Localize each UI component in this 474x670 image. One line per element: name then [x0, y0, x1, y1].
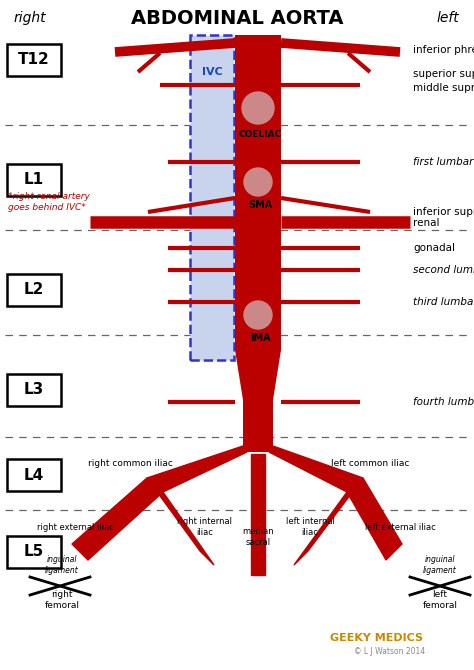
Text: left: left: [437, 11, 459, 25]
Text: left common iliac: left common iliac: [331, 458, 409, 468]
Text: ABDOMINAL AORTA: ABDOMINAL AORTA: [131, 9, 343, 27]
Polygon shape: [251, 454, 265, 575]
Text: L2: L2: [24, 283, 44, 297]
Polygon shape: [235, 35, 281, 350]
Text: inferior suprarenal: inferior suprarenal: [413, 207, 474, 217]
Polygon shape: [147, 478, 214, 565]
Circle shape: [244, 301, 272, 329]
Text: fourth lumbar: fourth lumbar: [413, 397, 474, 407]
Text: L1: L1: [24, 172, 44, 188]
Text: first lumbar: first lumbar: [413, 157, 474, 167]
Text: superior suprarenal: superior suprarenal: [413, 69, 474, 79]
Text: © L J Watson 2014: © L J Watson 2014: [355, 647, 426, 657]
FancyBboxPatch shape: [7, 274, 61, 306]
Text: *right renal artery
goes behind IVC*: *right renal artery goes behind IVC*: [8, 192, 90, 212]
Text: IMA: IMA: [250, 333, 270, 343]
Polygon shape: [269, 446, 363, 492]
Text: right common iliac: right common iliac: [88, 458, 173, 468]
Polygon shape: [190, 35, 234, 360]
FancyBboxPatch shape: [7, 459, 61, 491]
Text: third lumbar: third lumbar: [413, 297, 474, 307]
Text: second lumbar: second lumbar: [413, 265, 474, 275]
Text: inguinal
ligament: inguinal ligament: [45, 555, 79, 575]
Text: right internal
iliac: right internal iliac: [177, 517, 233, 537]
FancyBboxPatch shape: [7, 536, 61, 568]
Polygon shape: [147, 446, 247, 492]
Polygon shape: [243, 400, 273, 452]
Text: left external iliac: left external iliac: [365, 523, 436, 531]
Text: renal: renal: [413, 218, 439, 228]
FancyBboxPatch shape: [7, 164, 61, 196]
Text: IVC: IVC: [201, 67, 222, 77]
Text: right: right: [14, 11, 46, 25]
Text: L4: L4: [24, 468, 44, 482]
Text: SMA: SMA: [248, 200, 272, 210]
Text: right external iliac: right external iliac: [36, 523, 113, 531]
Text: COELIAC: COELIAC: [238, 130, 282, 139]
Text: inferior phrenic: inferior phrenic: [413, 45, 474, 55]
Text: right
femoral: right femoral: [45, 590, 80, 610]
Circle shape: [242, 92, 274, 124]
Polygon shape: [294, 478, 363, 565]
FancyBboxPatch shape: [7, 374, 61, 406]
Text: left
femoral: left femoral: [422, 590, 457, 610]
Text: T12: T12: [18, 52, 50, 68]
Polygon shape: [347, 478, 402, 560]
Text: GEEKY MEDICS: GEEKY MEDICS: [330, 633, 423, 643]
Text: gonadal: gonadal: [413, 243, 455, 253]
FancyBboxPatch shape: [7, 44, 61, 76]
Text: left internal
iliac: left internal iliac: [285, 517, 335, 537]
Text: median
sacral: median sacral: [242, 527, 274, 547]
Text: inguinal
ligament: inguinal ligament: [423, 555, 457, 575]
Polygon shape: [72, 478, 163, 560]
Text: middle suprarenal: middle suprarenal: [413, 83, 474, 93]
Text: L3: L3: [24, 383, 44, 397]
Circle shape: [244, 168, 272, 196]
Polygon shape: [235, 350, 281, 400]
Text: L5: L5: [24, 545, 44, 559]
